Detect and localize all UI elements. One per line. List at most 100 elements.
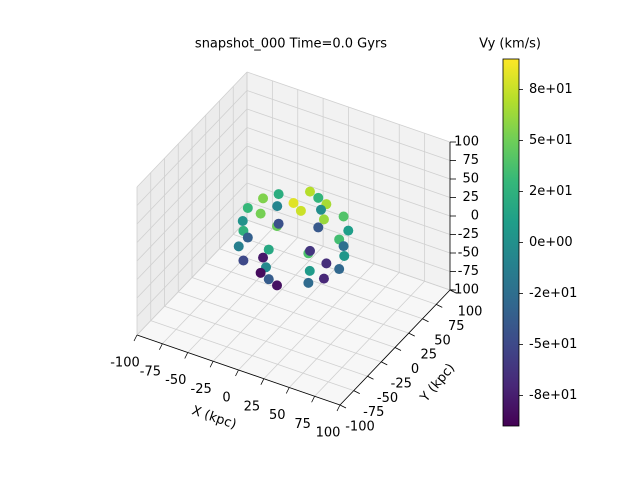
scatter-point [255,267,266,278]
scatter-point [255,208,266,219]
scatter-point [237,216,248,226]
tick-mark [408,332,415,337]
y-tick-label: -75 [363,405,384,420]
grid-line [246,71,451,143]
scatter-point [273,218,284,229]
grid-line [164,305,368,377]
tick-mark [336,404,341,412]
tick-mark [133,334,138,342]
tick-mark [367,375,374,380]
y-axis-line [339,289,451,406]
grid-line [246,201,451,272]
scatter-point [258,193,269,204]
tick-mark [339,404,347,409]
grid-line [178,291,382,363]
x-tick-label: -100 [110,356,140,371]
tick-mark [422,318,429,323]
scatter-point [305,186,315,197]
y-tick-label: 50 [434,333,451,348]
x-tick-label: 0 [222,391,230,406]
colorbar-tick-label: -5e+01 [529,337,577,352]
y-tick-label: 25 [420,348,437,363]
tick-mark [381,361,388,366]
tick-mark [394,347,402,351]
y-tick-label: 75 [448,319,465,334]
tick-mark [353,390,360,394]
z-tick-label: 100 [454,135,479,150]
scatter-point [272,201,283,212]
grid-line [136,71,248,188]
scatter-point [238,255,249,266]
tick-mark [184,352,189,359]
z-tick-label: -75 [458,264,479,279]
z-tick-label: 75 [462,153,479,168]
colorbar-tick-label: 5e+01 [529,133,573,148]
grid-line [246,164,451,235]
grid-line [136,201,248,317]
scatter-point [242,202,253,213]
scatter-point [242,232,253,243]
colorbar-tick-label: 0e+00 [529,235,573,250]
scatter-point [313,222,324,233]
y-tick-label: 100 [458,305,483,320]
x-axis-line [136,334,341,406]
z-tick-label: 25 [462,190,479,205]
tick-mark [209,361,214,368]
tick-mark [449,289,457,294]
x-axis-label: X (kpc) [190,403,238,432]
colorbar-label: Vy (km/s) [479,37,541,52]
scatter-point [316,204,326,215]
grid-line [219,248,423,320]
x-tick-label: -50 [165,373,186,388]
grid-line [191,277,396,348]
colorbar-tick-label: 8e+01 [529,82,573,97]
scatter-point [305,245,315,256]
scatter-point [313,192,324,203]
y-tick-label: -50 [377,391,398,406]
tick-mark [311,396,315,403]
z-tick-label: -25 [458,227,479,242]
tick-mark [436,304,443,308]
x-tick-label: -25 [191,382,212,397]
colorbar-tick-label: -8e+01 [529,388,577,403]
y-tick-label: -100 [345,420,375,435]
y-tick-label: 0 [411,362,419,377]
grid-line [246,108,451,180]
y-tick-label: -25 [391,376,412,391]
x-tick-label: -75 [140,364,161,379]
colorbar-tick-label: -2e+01 [529,286,577,301]
colorbar [502,58,520,427]
scatter-point [303,277,314,288]
scatter-point [318,273,329,284]
scatter-point [318,214,329,225]
scatter-point [295,205,306,216]
scatter-point [233,241,244,252]
tick-mark [285,387,290,394]
scatter-point [321,258,332,269]
x-tick-label: 75 [294,417,311,432]
tick-mark [235,369,239,377]
scatter-point [338,241,349,252]
scatter-point [263,244,274,255]
grid-line [136,90,248,206]
x-tick-label: 50 [269,408,286,423]
scatter-point [258,252,269,263]
scatter-point [288,197,299,208]
scatter-point [263,274,274,285]
grid-line [246,90,451,161]
z-tick-label: -100 [449,283,479,298]
grid-line [136,182,248,299]
grid-line [205,262,409,334]
scatter-point [343,225,354,236]
scatter-point [273,189,284,200]
z-tick-label: 50 [462,172,479,187]
tick-mark [260,378,265,385]
grid-line [136,219,248,336]
colorbar-tick-label: 2e+01 [529,184,573,199]
tick-mark [159,343,163,350]
scatter-point [339,251,350,261]
scatter-point [334,264,345,275]
grid-line [246,127,451,198]
x-tick-label: 100 [316,426,341,441]
